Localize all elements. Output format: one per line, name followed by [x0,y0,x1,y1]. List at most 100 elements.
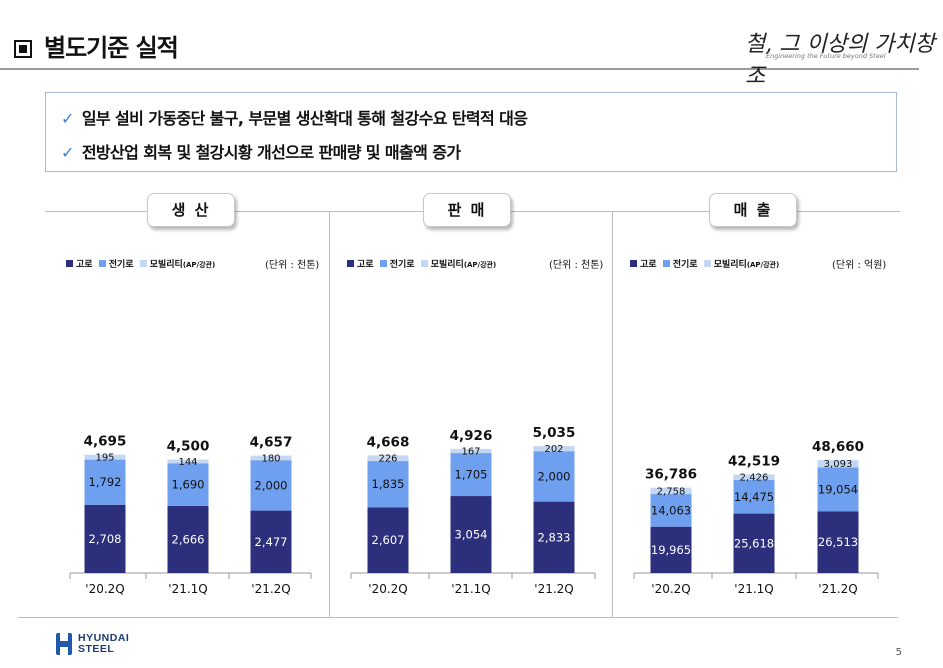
production-panel: 생 산 고로 전기로 모빌리티(AP/강관) (단위 : 천톤) 2,708 1,… [45,190,325,610]
data-label-mobility: 3,093 [824,459,853,470]
data-label-mobility: 144 [178,457,197,468]
hyundai-h-icon [56,633,72,655]
bar-mobility [167,459,209,464]
bar-electric [533,451,575,502]
category-label: '20.2Q [368,582,407,596]
bar-mobility [533,446,575,452]
data-label-mobility: 226 [378,454,397,465]
total-label: 4,695 [84,434,127,450]
data-label-blast: 2,666 [172,532,205,546]
data-label-mobility: 195 [95,453,114,464]
bar-mobility [250,455,292,461]
legend-swatch-electric [379,260,387,267]
bar-mobility [367,455,409,462]
legend-label-blast: 고로 [640,260,657,270]
page-title: 별도기준 실적 [14,28,179,63]
summary-text-2: 전방산업 회복 및 철강시황 개선으로 판매량 및 매출액 증가 [81,143,461,162]
revenue-panel: 매 출 고로 전기로 모빌리티(AP/강관) (단위 : 억원) 19,965 1… [612,190,892,610]
category-label: '21.1Q [168,582,207,596]
data-label-blast: 2,708 [89,532,122,546]
total-label: 4,657 [250,435,293,451]
footer-divider [18,617,898,618]
bar-blast [817,511,859,573]
bar-blast [733,513,775,573]
category-label: '20.2Q [85,582,124,596]
page-title-text: 별도기준 실적 [44,34,179,62]
check-icon: ✓ [61,143,74,162]
data-label-electric: 1,792 [89,475,122,489]
title-divider [0,68,919,70]
total-label: 42,519 [728,453,780,469]
bar-mobility [84,454,126,460]
revenue-heading: 매 출 [709,193,797,227]
summary-text-1: 일부 설비 가동중단 불구, 부문별 생산확대 통해 철강수요 탄력적 대응 [81,109,528,128]
data-label-electric: 2,000 [538,469,571,483]
bar-electric [84,459,126,505]
category-label: '21.1Q [734,582,773,596]
data-label-mobility: 167 [461,446,480,457]
bar-electric [367,461,409,508]
total-label: 48,660 [812,439,864,455]
panel-separator-2 [612,212,613,617]
production-chart: 2,708 1,792 195 4,695 '20.2Q 2,666 1,690 144 4,5… [69,434,312,596]
bar-electric [817,467,859,512]
category-label: '20.2Q [651,582,690,596]
legend-label-mobility: 모빌리티 [149,260,183,270]
revenue-chart: 19,965 14,063 2,758 36,786 '20.2Q 25,618 14,47… [633,439,879,596]
category-label: '21.2Q [251,582,290,596]
unit-label: (단위 : 천톤) [549,260,604,271]
category-label: '21.2Q [534,582,573,596]
total-label: 4,668 [367,434,410,450]
legend-swatch-mobility [420,260,428,267]
total-label: 5,035 [533,425,576,441]
data-label-electric: 19,054 [818,482,858,496]
category-label: '21.2Q [818,582,857,596]
panel-separator-1 [329,212,330,617]
sales-heading: 판 매 [423,193,511,227]
total-label: 36,786 [645,467,697,483]
legend-swatch-electric [98,260,106,267]
data-label-mobility: 2,426 [740,473,769,484]
legend-label-blast: 고로 [357,260,374,270]
total-label: 4,500 [167,439,210,455]
legend-label-mobility: 모빌리티 [713,260,747,270]
slogan-logo: 철, 그 이상의 가치창조 [745,32,935,89]
total-label: 4,926 [450,428,493,444]
legend-sublabel-mobility: (AP/강관) [463,261,497,269]
data-label-electric: 1,705 [455,468,488,482]
data-label-blast: 25,618 [734,536,774,550]
bar-blast [167,505,209,573]
bar-mobility [650,487,692,495]
brand-line-2: STEEL [78,643,115,655]
bar-blast [533,501,575,573]
sales-volume-panel: 판 매 고로 전기로 모빌리티(AP/강관) (단위 : 천톤) 2,607 1,… [329,190,609,610]
bar-electric [733,479,775,514]
bar-electric [650,494,692,527]
bar-blast [84,504,126,573]
page-number: 5 [895,647,902,658]
bar-electric [167,463,209,506]
data-label-electric: 14,475 [734,490,774,504]
data-label-blast: 2,833 [538,530,571,544]
data-label-blast: 19,965 [651,543,691,557]
summary-box: ✓ 일부 설비 가동중단 불구, 부문별 생산확대 통해 철강수요 탄력적 대응 … [45,92,897,172]
legend: 고로 전기로 모빌리티(AP/강관) [63,257,215,270]
brand-line-1: HYUNDAI [78,632,130,644]
data-label-mobility: 2,758 [657,486,686,497]
legend-swatch-mobility [139,260,147,267]
legend-label-blast: 고로 [76,260,93,270]
sales-chart: 2,607 1,835 226 4,668 '20.2Q 3,054 1,705 167 4,9… [350,425,596,596]
legend-label-electric: 전기로 [672,260,698,270]
data-label-blast: 2,607 [372,533,405,547]
square-bullet-icon [14,40,32,58]
data-label-electric: 1,690 [172,478,205,492]
legend-label-electric: 전기로 [389,260,415,270]
legend: 고로 전기로 모빌리티(AP/강관) [627,257,779,270]
legend-swatch-blast [347,260,354,267]
data-label-blast: 26,513 [818,535,858,549]
legend-sublabel-mobility: (AP/강관) [182,261,216,269]
legend-swatch-electric [662,260,670,267]
bar-mobility [733,474,775,480]
legend-sublabel-mobility: (AP/강관) [746,261,780,269]
bar-mobility [817,460,859,468]
